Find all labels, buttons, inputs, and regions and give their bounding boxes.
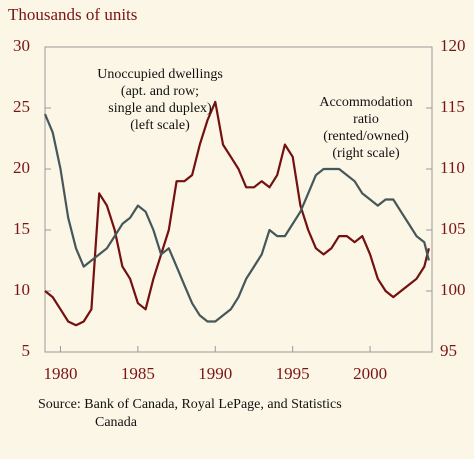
y2-tick-label: 95 — [440, 341, 457, 360]
y2-tick-label: 105 — [440, 219, 466, 238]
y2-tick-label: 120 — [440, 36, 466, 55]
annotation: single and duplex) — [108, 101, 212, 116]
y-tick-label: 30 — [13, 36, 30, 55]
data-line — [44, 100, 430, 327]
y-tick-label: 20 — [13, 158, 30, 177]
y2-tick-label: 100 — [440, 280, 466, 299]
x-tick-label: 1980 — [43, 364, 77, 383]
annotation: Accommodation — [319, 95, 412, 110]
annotation: (left scale) — [130, 118, 190, 133]
annotation: (right scale) — [332, 146, 400, 161]
y-tick-label: 15 — [13, 219, 30, 238]
y-tick-label: 10 — [13, 280, 30, 299]
x-tick-label: 1990 — [198, 364, 232, 383]
y-axis-title: Thousands of units — [8, 5, 137, 24]
y-tick-label: 25 — [13, 97, 30, 116]
source: Source: Bank of Canada, Royal LePage, an… — [38, 397, 342, 412]
y2-tick-label: 115 — [440, 97, 465, 116]
annotation: Unoccupied dwellings — [97, 67, 223, 82]
y2-tick-label: 110 — [440, 158, 465, 177]
y-tick-label: 5 — [22, 341, 31, 360]
plot-frame — [44, 46, 433, 353]
data-line — [43, 113, 430, 323]
annotation: (apt. and row; — [121, 84, 199, 99]
annotation: (rented/owned) — [323, 129, 409, 144]
source: Canada — [95, 415, 138, 430]
x-tick-label: 1985 — [121, 364, 155, 383]
x-tick-label: 1995 — [276, 364, 310, 383]
annotation: ratio — [353, 112, 379, 127]
x-tick-label: 2000 — [353, 364, 387, 383]
